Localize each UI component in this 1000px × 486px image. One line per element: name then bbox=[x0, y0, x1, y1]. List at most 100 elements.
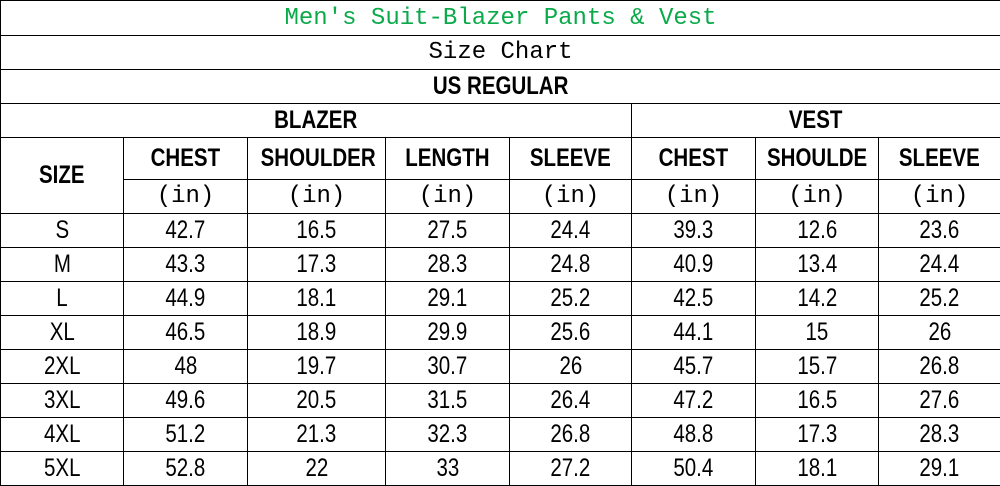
unit-label: (in) bbox=[788, 183, 846, 210]
value-cell: 27.2 bbox=[510, 452, 632, 486]
measurement-value: 29.9 bbox=[428, 318, 468, 347]
measurement-value: 24.4 bbox=[920, 250, 960, 279]
unit-cell: (in) bbox=[248, 180, 386, 214]
measurement-value: 15.7 bbox=[797, 352, 837, 381]
value-cell: 46.5 bbox=[124, 316, 248, 350]
value-cell: 48 bbox=[124, 350, 248, 384]
measurement-value: 49.6 bbox=[166, 386, 206, 415]
measurement-value: 46.5 bbox=[166, 318, 206, 347]
value-cell: 19.7 bbox=[248, 350, 386, 384]
value-cell: 25.6 bbox=[510, 316, 632, 350]
measurement-value: 25.6 bbox=[551, 318, 591, 347]
value-cell: 26 bbox=[510, 350, 632, 384]
value-cell: 42.5 bbox=[632, 282, 756, 316]
measurement-value: 21.3 bbox=[297, 420, 337, 449]
size-label: M bbox=[53, 250, 70, 279]
unit-label: (in) bbox=[542, 183, 600, 210]
value-cell: 48.8 bbox=[632, 418, 756, 452]
column-header: SHOULDE bbox=[767, 144, 867, 173]
vest-group-cell: VEST bbox=[632, 104, 1000, 138]
measurement-value: 27.6 bbox=[920, 386, 960, 415]
value-cell: 16.5 bbox=[756, 384, 879, 418]
measurement-value: 52.8 bbox=[166, 454, 206, 483]
measurement-value: 15 bbox=[806, 318, 829, 347]
measurement-value: 23.6 bbox=[920, 216, 960, 245]
blazer-group-label: BLAZER bbox=[274, 106, 357, 135]
measurement-value: 50.4 bbox=[674, 454, 714, 483]
value-cell: 52.8 bbox=[124, 452, 248, 486]
value-cell: 15.7 bbox=[756, 350, 879, 384]
size-cell: 2XL bbox=[1, 350, 124, 384]
column-header: LENGTH bbox=[405, 144, 489, 173]
unit-cell: (in) bbox=[510, 180, 632, 214]
value-cell: 27.5 bbox=[386, 214, 510, 248]
chart-subtitle: Size Chart bbox=[429, 39, 573, 66]
measurement-value: 30.7 bbox=[428, 352, 468, 381]
column-header-cell: CHEST bbox=[632, 138, 756, 180]
value-cell: 21.3 bbox=[248, 418, 386, 452]
column-header: SLEEVE bbox=[899, 144, 980, 173]
measurement-value: 32.3 bbox=[428, 420, 468, 449]
value-cell: 26.4 bbox=[510, 384, 632, 418]
size-label: 4XL bbox=[44, 420, 80, 449]
size-cell: L bbox=[1, 282, 124, 316]
unit-label: (in) bbox=[665, 183, 723, 210]
title-cell: Men's Suit-Blazer Pants & Vest bbox=[1, 1, 1000, 36]
value-cell: 24.8 bbox=[510, 248, 632, 282]
value-cell: 28.3 bbox=[879, 418, 1000, 452]
value-cell: 18.1 bbox=[756, 452, 879, 486]
chart-title: Men's Suit-Blazer Pants & Vest bbox=[285, 5, 717, 32]
measurement-value: 27.2 bbox=[551, 454, 591, 483]
value-cell: 16.5 bbox=[248, 214, 386, 248]
measurement-value: 16.5 bbox=[297, 216, 337, 245]
measurement-value: 22 bbox=[305, 454, 328, 483]
value-cell: 25.2 bbox=[879, 282, 1000, 316]
column-header: CHEST bbox=[659, 144, 728, 173]
value-cell: 25.2 bbox=[510, 282, 632, 316]
value-cell: 29.1 bbox=[386, 282, 510, 316]
measurement-value: 12.6 bbox=[797, 216, 837, 245]
measurement-value: 27.5 bbox=[428, 216, 468, 245]
column-header-cell: LENGTH bbox=[386, 138, 510, 180]
unit-cell: (in) bbox=[386, 180, 510, 214]
region-label: US REGULAR bbox=[433, 72, 569, 101]
value-cell: 29.9 bbox=[386, 316, 510, 350]
unit-cell: (in) bbox=[632, 180, 756, 214]
column-header: CHEST bbox=[151, 144, 220, 173]
value-cell: 32.3 bbox=[386, 418, 510, 452]
value-cell: 14.2 bbox=[756, 282, 879, 316]
measurement-value: 14.2 bbox=[797, 284, 837, 313]
column-header-cell: SHOULDER bbox=[248, 138, 386, 180]
size-cell: S bbox=[1, 214, 124, 248]
value-cell: 18.9 bbox=[248, 316, 386, 350]
column-header-cell: SHOULDE bbox=[756, 138, 879, 180]
measurement-value: 20.5 bbox=[297, 386, 337, 415]
value-cell: 24.4 bbox=[879, 248, 1000, 282]
size-cell: M bbox=[1, 248, 124, 282]
value-cell: 47.2 bbox=[632, 384, 756, 418]
value-cell: 17.3 bbox=[248, 248, 386, 282]
size-label: 2XL bbox=[44, 352, 80, 381]
size-label: XL bbox=[49, 318, 74, 347]
unit-cell: (in) bbox=[124, 180, 248, 214]
measurement-value: 18.1 bbox=[297, 284, 337, 313]
size-header-cell: SIZE bbox=[1, 138, 124, 214]
measurement-value: 28.3 bbox=[428, 250, 468, 279]
value-cell: 27.6 bbox=[879, 384, 1000, 418]
unit-label: (in) bbox=[911, 183, 969, 210]
measurement-value: 26.4 bbox=[551, 386, 591, 415]
value-cell: 13.4 bbox=[756, 248, 879, 282]
value-cell: 23.6 bbox=[879, 214, 1000, 248]
value-cell: 33 bbox=[386, 452, 510, 486]
measurement-value: 42.7 bbox=[166, 216, 206, 245]
unit-label: (in) bbox=[157, 183, 215, 210]
value-cell: 26 bbox=[879, 316, 1000, 350]
measurement-value: 24.4 bbox=[551, 216, 591, 245]
